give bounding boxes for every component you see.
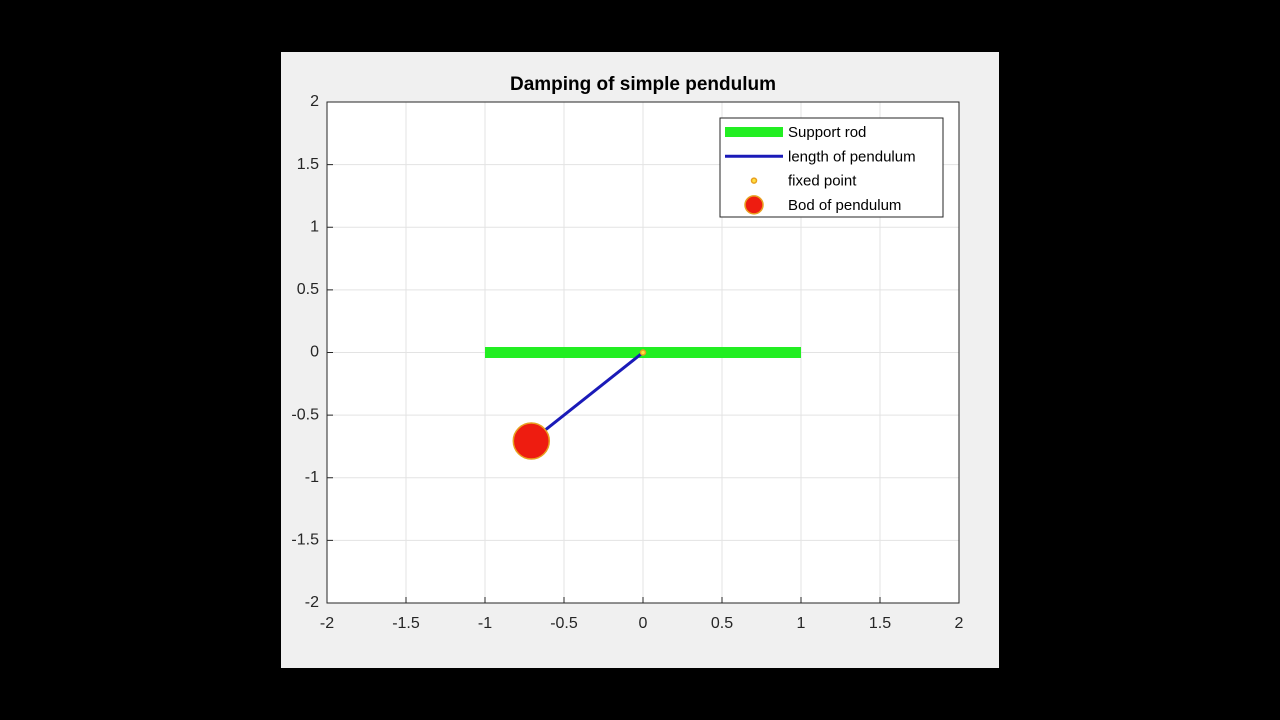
y-tick-label: 2: [310, 93, 319, 110]
y-tick-label: 1.5: [297, 156, 319, 173]
marker: [512, 422, 551, 460]
x-tick-label: -1.5: [392, 615, 420, 632]
legend-label: fixed point: [788, 173, 857, 190]
chart-title: Damping of simple pendulum: [510, 74, 776, 95]
y-tick-label: -1.5: [291, 532, 319, 549]
y-tick-label: 0: [310, 344, 319, 361]
x-tick-label: 0: [639, 615, 648, 632]
y-tick-label: -2: [305, 594, 319, 611]
legend-label: Bod of pendulum: [788, 197, 901, 214]
legend-swatch: [744, 195, 764, 215]
legend-swatch: [750, 177, 758, 184]
x-tick-label: 0.5: [711, 615, 733, 632]
x-tick-label: 2: [955, 615, 964, 632]
axes-box: [326, 101, 960, 604]
marker: [639, 349, 647, 356]
y-tick-label: -0.5: [291, 406, 319, 423]
x-tick-label: -2: [320, 615, 334, 632]
x-tick-label: -0.5: [550, 615, 578, 632]
series-line: [530, 351, 644, 443]
y-tick-label: -1: [305, 469, 319, 486]
y-tick-label: 0.5: [297, 281, 319, 298]
legend-label: length of pendulum: [788, 148, 916, 165]
legend-label: Support rod: [788, 124, 866, 141]
x-tick-label: 1.5: [869, 615, 891, 632]
x-tick-label: -1: [478, 615, 492, 632]
y-tick-label: 1: [310, 218, 319, 235]
x-tick-label: 1: [797, 615, 806, 632]
